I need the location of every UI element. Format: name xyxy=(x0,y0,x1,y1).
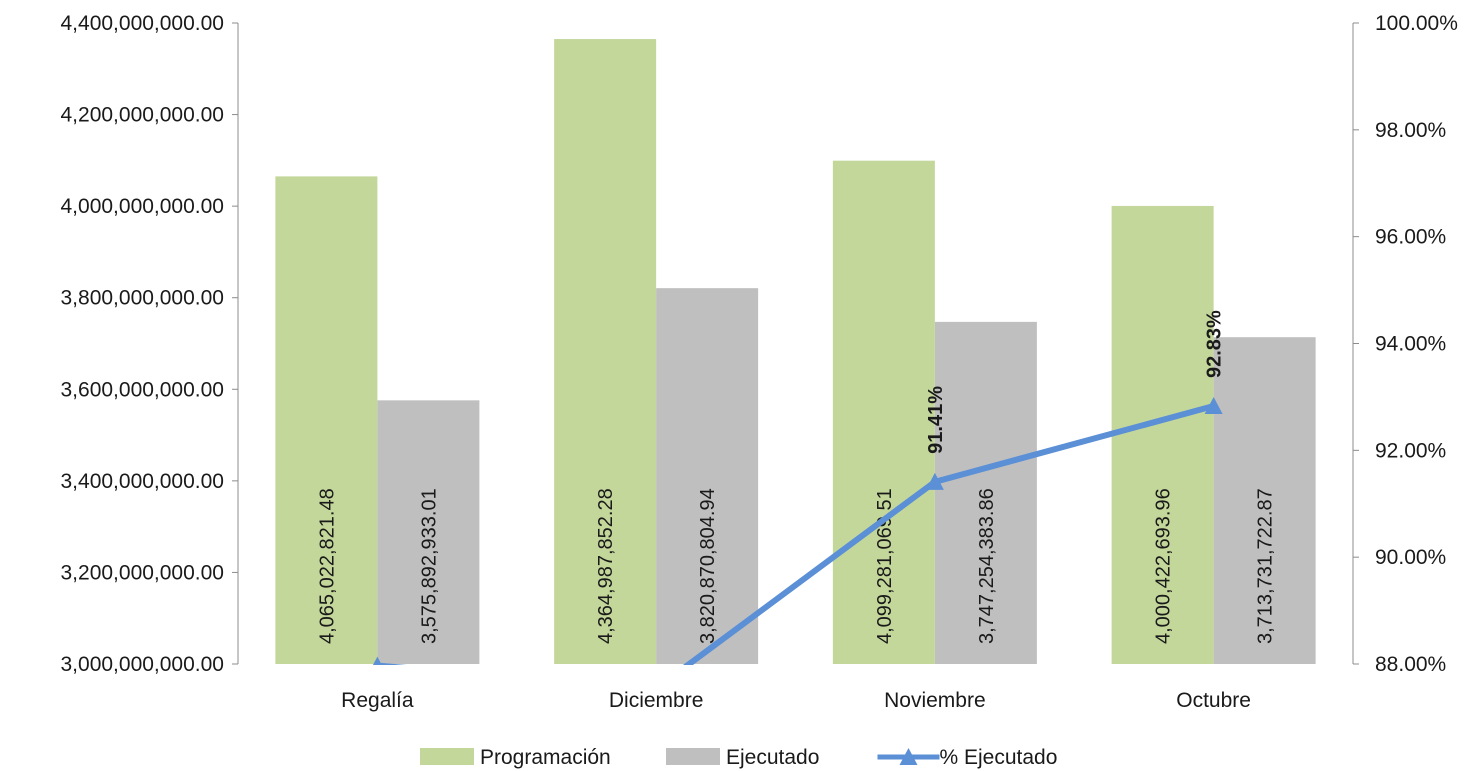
left-tick-label: 3,800,000,000.00 xyxy=(61,287,225,310)
bar-value-label: 4,099,281,069.51 xyxy=(874,488,896,644)
bar-ejecutado xyxy=(656,288,759,664)
legend-swatch xyxy=(420,748,474,765)
bar-value-label: 4,000,422,693.96 xyxy=(1153,488,1175,644)
left-tick-label: 4,000,000,000.00 xyxy=(61,195,225,218)
legend-label: Ejecutado xyxy=(726,746,819,769)
line-series xyxy=(372,396,1223,665)
bar-series xyxy=(275,39,1316,664)
category-label: Noviembre xyxy=(884,689,986,712)
legend-label: Programación xyxy=(480,746,611,769)
legend-marker xyxy=(899,748,918,765)
right-tick-label: 90.00% xyxy=(1375,546,1446,569)
line-value-label: 92.83% xyxy=(1204,310,1226,378)
bar-value-label: 4,364,987,852.28 xyxy=(595,488,617,644)
left-tick-label: 4,400,000,000.00 xyxy=(61,12,225,35)
bar-ejecutado xyxy=(377,400,480,664)
bar-ejecutado xyxy=(934,321,1037,664)
category-label: Octubre xyxy=(1176,689,1251,712)
bar-value-label: 4,065,022,821.48 xyxy=(316,488,338,644)
bar-value-label: 3,575,892,933.01 xyxy=(418,488,440,644)
left-tick-label: 3,000,000,000.00 xyxy=(61,653,225,676)
legend-swatch xyxy=(666,748,720,765)
right-tick-label: 88.00% xyxy=(1375,653,1446,676)
left-tick-label: 3,400,000,000.00 xyxy=(61,470,225,493)
bar-programacion xyxy=(554,39,657,664)
category-label: Regalía xyxy=(341,689,414,712)
legend: Programación Ejecutado % Ejecutado xyxy=(420,746,1057,769)
line-value-label: 91.41% xyxy=(925,386,947,454)
line-point-marker xyxy=(372,656,382,665)
right-tick-label: 100.00% xyxy=(1375,12,1458,35)
legend-label: % Ejecutado xyxy=(940,746,1058,769)
line-point-marker xyxy=(925,472,944,490)
left-y-axis: 3,000,000,000.00 3,200,000,000.00 3,400,00… xyxy=(61,12,239,676)
right-tick-label: 92.00% xyxy=(1375,439,1446,462)
left-tick-label: 4,200,000,000.00 xyxy=(61,104,225,127)
left-tick-label: 3,600,000,000.00 xyxy=(61,378,225,401)
x-axis-categories: Regalía Diciembre Noviembre Octubre xyxy=(341,689,1251,712)
right-tick-label: 96.00% xyxy=(1375,226,1446,249)
bar-value-label: 3,747,254,383.86 xyxy=(976,488,998,644)
right-y-axis: 88.00% 90.00% 92.00% 94.00% 96.00% 98.00% 100.… xyxy=(1352,12,1458,676)
category-label: Diciembre xyxy=(609,689,704,712)
bar-programacion xyxy=(1111,205,1214,664)
right-tick-label: 94.00% xyxy=(1375,333,1446,356)
bar-programacion xyxy=(832,160,935,664)
line-point-marker xyxy=(1204,396,1223,414)
right-tick-label: 98.00% xyxy=(1375,119,1446,142)
bar-data-labels: 4,065,022,821.48 3,575,892,933.01 4,364,98… xyxy=(316,488,1276,644)
bar-value-label: 3,713,731,722.87 xyxy=(1255,488,1277,644)
line-percent-ejecutado xyxy=(377,403,1215,665)
line-data-labels: 91.41% 92.83% xyxy=(925,310,1226,454)
bar-programacion xyxy=(275,176,378,664)
left-tick-label: 3,200,000,000.00 xyxy=(61,561,225,584)
bar-value-label: 3,820,870,804.94 xyxy=(697,488,719,644)
bar-ejecutado xyxy=(1213,337,1316,664)
